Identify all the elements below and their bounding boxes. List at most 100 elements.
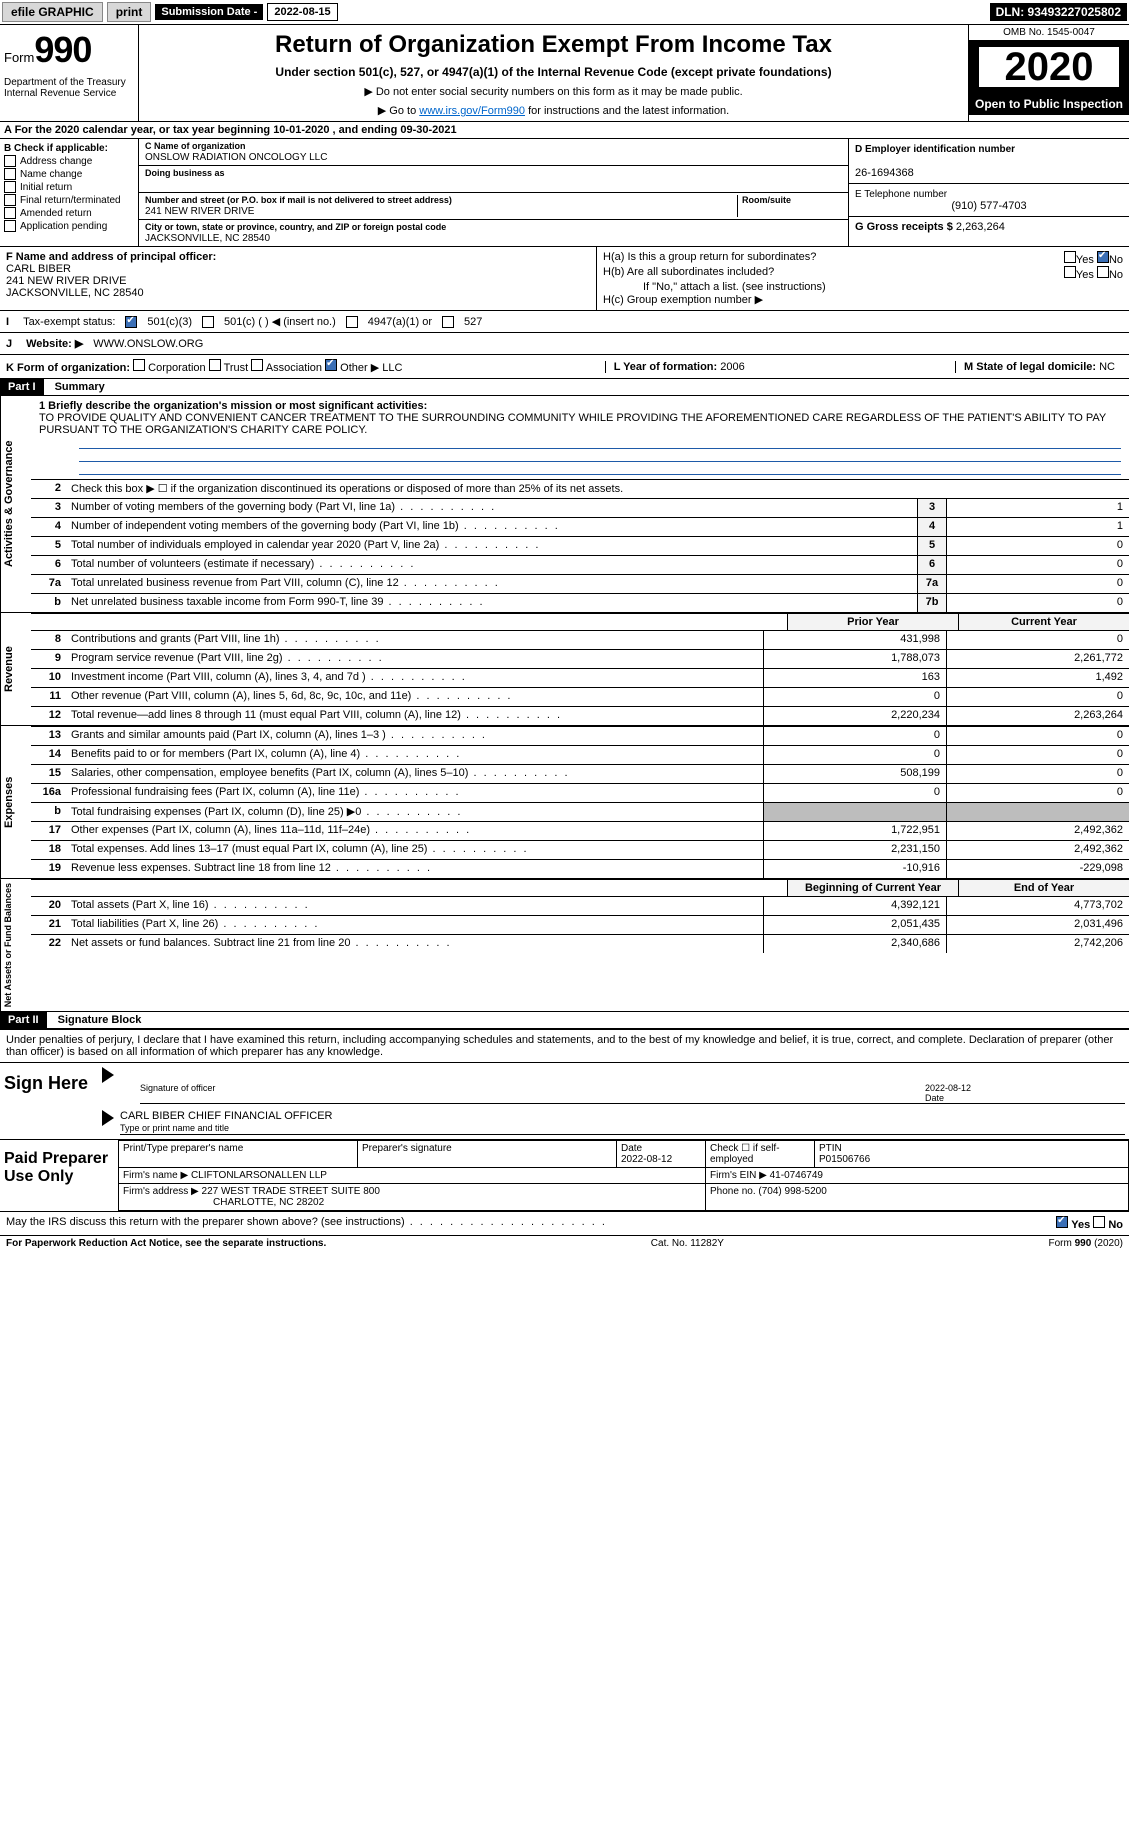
chk-final-return[interactable]: Final return/terminated <box>4 194 134 206</box>
section-F: F Name and address of principal officer:… <box>0 247 596 310</box>
line-22: 22Net assets or fund balances. Subtract … <box>31 934 1129 953</box>
line-8: 8Contributions and grants (Part VIII, li… <box>31 630 1129 649</box>
tax-year-badge: 2020 <box>969 41 1129 93</box>
org-address: 241 NEW RIVER DRIVE <box>145 206 254 217</box>
chk-app-pending[interactable]: Application pending <box>4 220 134 232</box>
expenses-section: Expenses 13Grants and similar amounts pa… <box>0 726 1129 879</box>
k-label: K Form of organization: <box>6 362 130 374</box>
open-to-public: Open to Public Inspection <box>969 93 1129 115</box>
room-label: Room/suite <box>742 195 791 205</box>
gov-line-6: 6Total number of volunteers (estimate if… <box>31 555 1129 574</box>
form-header: Form990 Department of the Treasury Inter… <box>0 24 1129 122</box>
ptin-value: P01506766 <box>819 1154 870 1165</box>
chk-address-change[interactable]: Address change <box>4 155 134 167</box>
na-header: Beginning of Current Year End of Year <box>31 879 1129 896</box>
section-H: H(a) Is this a group return for subordin… <box>596 247 1129 310</box>
ha-no[interactable] <box>1097 251 1109 263</box>
revenue-section: Revenue Prior Year Current Year 8Contrib… <box>0 613 1129 726</box>
m-label: M State of legal domicile: <box>964 361 1096 373</box>
chk-501c[interactable] <box>202 316 214 328</box>
chk-assoc[interactable] <box>251 359 263 371</box>
ha-yes[interactable] <box>1064 251 1076 263</box>
line-11: 11Other revenue (Part VIII, column (A), … <box>31 687 1129 706</box>
irs-link[interactable]: www.irs.gov/Form990 <box>419 105 525 117</box>
org-name: ONSLOW RADIATION ONCOLOGY LLC <box>145 152 327 163</box>
tax-year-line: A For the 2020 calendar year, or tax yea… <box>0 122 1129 139</box>
gov-line-4: 4Number of independent voting members of… <box>31 517 1129 536</box>
section-KLM: K Form of organization: Corporation Trus… <box>0 355 1129 379</box>
line-19: 19Revenue less expenses. Subtract line 1… <box>31 859 1129 878</box>
hb-no[interactable] <box>1097 266 1109 278</box>
mission-text: TO PROVIDE QUALITY AND CONVENIENT CANCER… <box>39 412 1106 436</box>
chk-4947[interactable] <box>346 316 358 328</box>
firm-ein: 41-0746749 <box>770 1170 823 1181</box>
gov-line-5: 5Total number of individuals employed in… <box>31 536 1129 555</box>
chk-501c3[interactable] <box>125 316 137 328</box>
gov-line-2: 2Check this box ▶ ☐ if the organization … <box>31 479 1129 498</box>
efile-button[interactable]: efile GRAPHIC <box>2 2 103 22</box>
g-label: G Gross receipts $ <box>855 221 953 233</box>
submission-date-label: Submission Date - <box>155 4 263 20</box>
line-17: 17Other expenses (Part IX, column (A), l… <box>31 821 1129 840</box>
c-name-label: C Name of organization <box>145 141 246 151</box>
page-footer: For Paperwork Reduction Act Notice, see … <box>0 1235 1129 1251</box>
section-DEG: D Employer identification number 26-16943… <box>848 139 1129 246</box>
year-formation: 2006 <box>720 361 744 373</box>
sign-arrow-icon-2 <box>102 1110 114 1126</box>
firm-name: CLIFTONLARSONALLEN LLP <box>191 1170 327 1181</box>
sig-officer-label: Signature of officer <box>140 1083 925 1103</box>
entity-block: B Check if applicable: Address change Na… <box>0 139 1129 247</box>
officer-addr1: 241 NEW RIVER DRIVE <box>6 275 126 287</box>
chk-initial-return[interactable]: Initial return <box>4 181 134 193</box>
chk-527[interactable] <box>442 316 454 328</box>
chk-amended[interactable]: Amended return <box>4 207 134 219</box>
section-J-website: J Website: ▶ WWW.ONSLOW.ORG <box>0 333 1129 355</box>
chk-trust[interactable] <box>209 359 221 371</box>
section-I-status: I Tax-exempt status: 501(c)(3) 501(c) ( … <box>0 311 1129 333</box>
gov-line-7a: 7aTotal unrelated business revenue from … <box>31 574 1129 593</box>
vtab-revenue: Revenue <box>0 613 31 725</box>
firm-addr2: CHARLOTTE, NC 28202 <box>213 1197 324 1208</box>
discuss-row: May the IRS discuss this return with the… <box>0 1211 1129 1235</box>
form-number: Form990 <box>4 29 134 71</box>
sign-here-block: Sign Here Signature of officer 2022-08-1… <box>0 1062 1129 1139</box>
firm-addr1: 227 WEST TRADE STREET SUITE 800 <box>202 1186 380 1197</box>
discuss-question: May the IRS discuss this return with the… <box>6 1216 405 1228</box>
preparer-table: Print/Type preparer's name Preparer's si… <box>118 1140 1129 1211</box>
prep-self-emp[interactable]: Check ☐ if self-employed <box>706 1141 815 1168</box>
discuss-no[interactable] <box>1093 1216 1105 1228</box>
penalty-statement: Under penalties of perjury, I declare th… <box>0 1029 1129 1062</box>
ein-value: 26-1694368 <box>855 167 914 179</box>
dba-label: Doing business as <box>145 168 225 178</box>
omb-number: OMB No. 1545-0047 <box>969 25 1129 41</box>
discuss-yes[interactable] <box>1056 1216 1068 1228</box>
dln-value: DLN: 93493227025802 <box>990 3 1127 21</box>
section-C: C Name of organizationONSLOW RADIATION O… <box>139 139 848 246</box>
col-beginning-year: Beginning of Current Year <box>787 880 958 896</box>
line-15: 15Salaries, other compensation, employee… <box>31 764 1129 783</box>
hb-label: H(b) Are all subordinates included? <box>603 266 774 281</box>
line-16a: 16aProfessional fundraising fees (Part I… <box>31 783 1129 802</box>
chk-name-change[interactable]: Name change <box>4 168 134 180</box>
d-label: D Employer identification number <box>855 144 1015 155</box>
chk-corp[interactable] <box>133 359 145 371</box>
officer-name: CARL BIBER <box>6 263 71 275</box>
department-label: Department of the Treasury Internal Reve… <box>4 77 134 99</box>
footer-left: For Paperwork Reduction Act Notice, see … <box>6 1238 326 1249</box>
chk-other[interactable] <box>325 359 337 371</box>
line-10: 10Investment income (Part VIII, column (… <box>31 668 1129 687</box>
line-13: 13Grants and similar amounts paid (Part … <box>31 726 1129 745</box>
line-b: bTotal fundraising expenses (Part IX, co… <box>31 802 1129 821</box>
officer-name-title: CARL BIBER CHIEF FINANCIAL OFFICER <box>120 1110 333 1122</box>
revenue-header: Prior Year Current Year <box>31 613 1129 630</box>
section-B: B Check if applicable: Address change Na… <box>0 139 139 246</box>
prep-date: 2022-08-12 <box>621 1154 672 1165</box>
print-button[interactable]: print <box>107 2 152 22</box>
prep-name-hdr: Print/Type preparer's name <box>119 1141 358 1168</box>
hb-yes[interactable] <box>1064 266 1076 278</box>
col-prior-year: Prior Year <box>787 614 958 630</box>
sign-arrow-icon <box>102 1067 114 1083</box>
line-14: 14Benefits paid to or for members (Part … <box>31 745 1129 764</box>
line-18: 18Total expenses. Add lines 13–17 (must … <box>31 840 1129 859</box>
activities-governance: Activities & Governance 1 Briefly descri… <box>0 396 1129 613</box>
